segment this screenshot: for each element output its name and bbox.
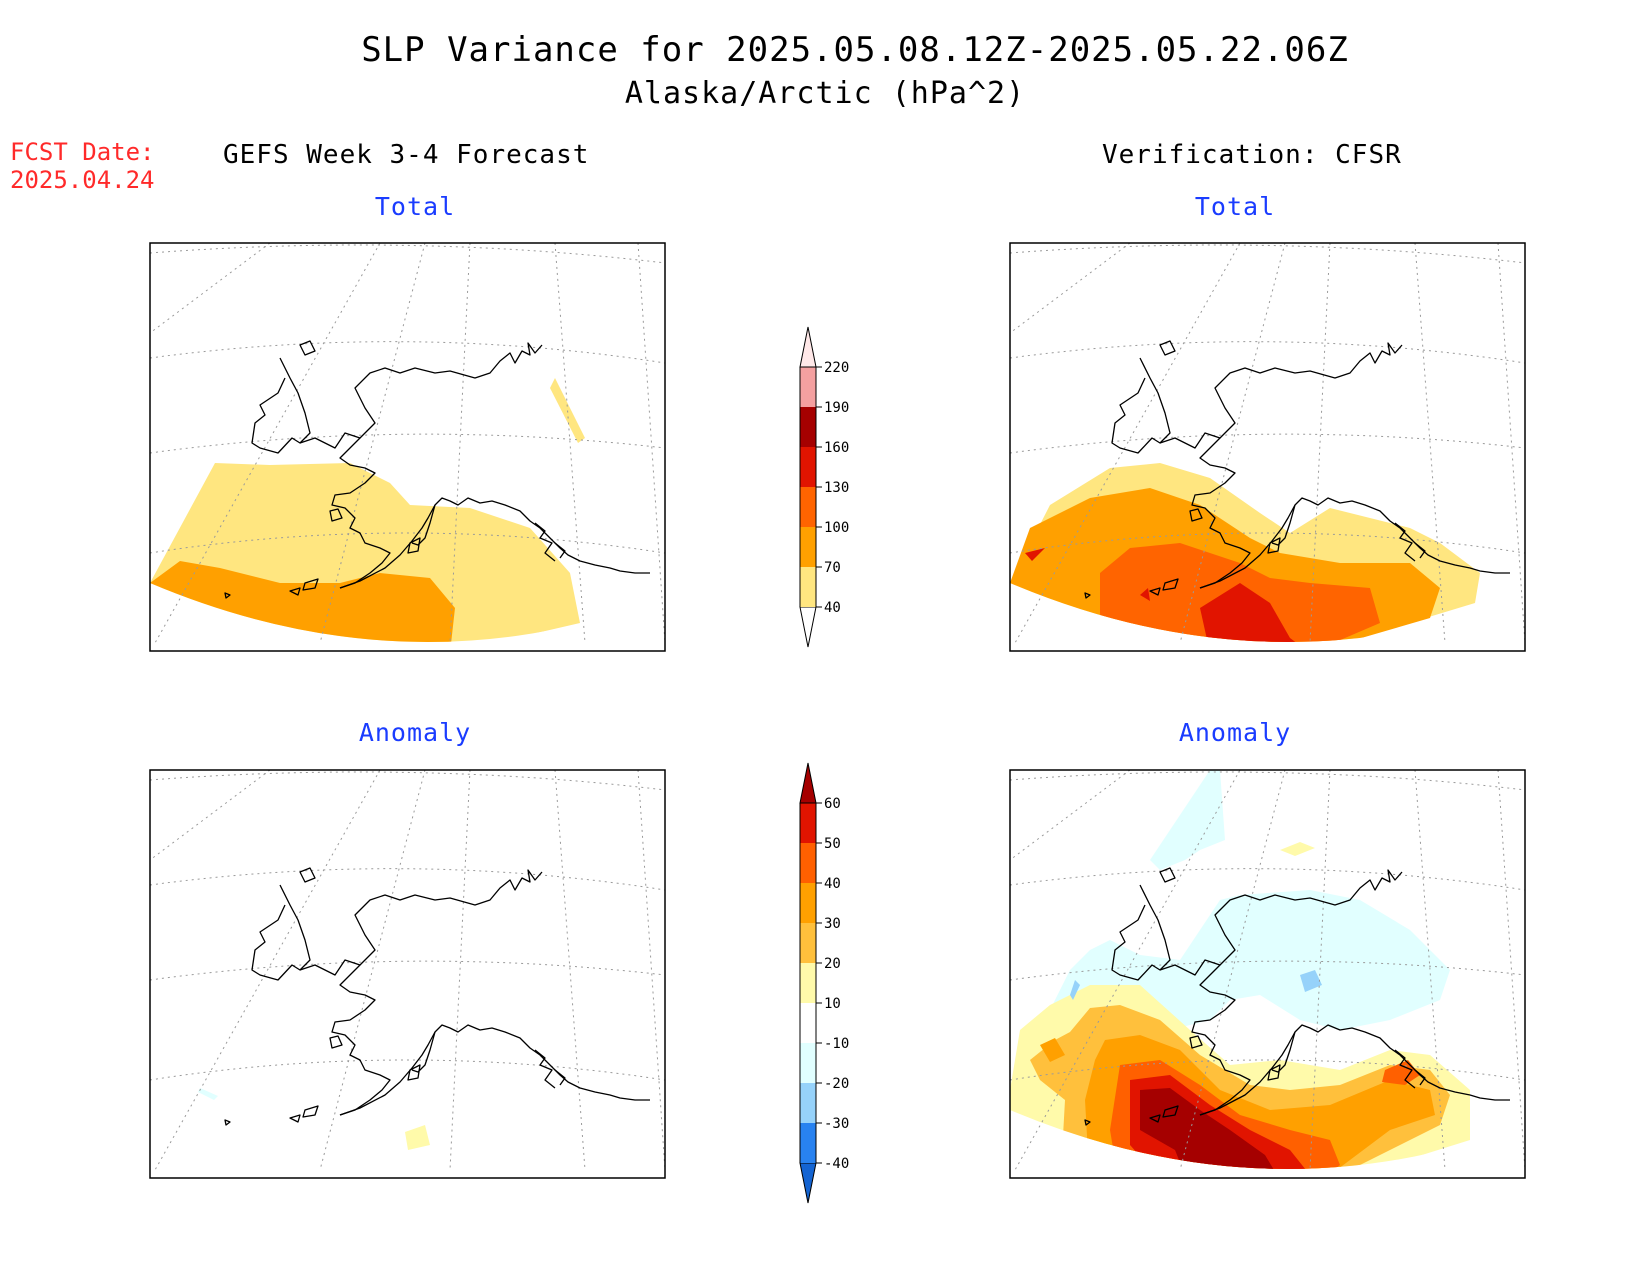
colorbar-total-below-triangle: [799, 606, 817, 648]
colorbar-anomaly-below-triangle: [799, 1162, 817, 1204]
colorbar-total-above-triangle: [799, 326, 817, 368]
colorbar-total: 40 70 100 130 160 190 220: [799, 326, 849, 648]
colorbar-total-swatch: [800, 487, 816, 527]
colorbar-total-label: 100: [824, 520, 849, 536]
colorbar-total-swatch: [800, 567, 816, 607]
colorbar-anomaly-label: 60: [824, 796, 841, 812]
colorbar-anomaly-label: -40: [824, 1156, 849, 1172]
colorbar-anomaly-swatch: [800, 1003, 816, 1043]
map-panel-forecast-total: [149, 242, 666, 652]
colorbar-anomaly-swatch: [800, 923, 816, 963]
colorbar-anomaly-swatch: [800, 803, 816, 843]
map-panel-verification-total: [1009, 242, 1526, 652]
colorbar-anomaly-swatch: [800, 1043, 816, 1083]
colorbar-total-label: 40: [824, 600, 841, 616]
chart-subtitle: Alaska/Arctic (hPa^2): [624, 76, 1026, 111]
map-frame: [1009, 242, 1526, 652]
colorbar-anomaly-swatch: [800, 1083, 816, 1123]
chart-title: SLP Variance for 2025.05.08.12Z-2025.05.…: [361, 30, 1349, 70]
colorbar-total-swatch: [800, 447, 816, 487]
map-panel-forecast-anomaly: [149, 769, 666, 1179]
forecast-date-block: FCST Date: 2025.04.24: [10, 138, 155, 194]
colorbar-total-label: 160: [824, 440, 849, 456]
colorbar-anomaly-label: 20: [824, 956, 841, 972]
colorbar-total-swatch: [800, 527, 816, 567]
panel-subtitle-verification-anomaly: Anomaly: [1178, 718, 1292, 747]
map-frame: [1009, 769, 1526, 1179]
colorbar-anomaly-label: -20: [824, 1076, 849, 1092]
colorbar-anomaly: -40 -30 -20 -10 10 20 30 40 50 60: [799, 762, 849, 1204]
map-frame: [149, 769, 666, 1179]
panel-subtitle-forecast-total: Total: [374, 192, 456, 221]
colorbar-anomaly-swatch: [800, 963, 816, 1003]
colorbar-total-swatch: [800, 407, 816, 447]
colorbar-anomaly-swatch: [800, 1123, 816, 1163]
colorbar-anomaly-label: -10: [824, 1036, 849, 1052]
colorbar-anomaly-label: 50: [824, 836, 841, 852]
colorbar-anomaly-swatch: [800, 883, 816, 923]
forecast-date-value: 2025.04.24: [10, 166, 155, 194]
column-title-forecast: GEFS Week 3-4 Forecast: [223, 140, 590, 170]
colorbar-anomaly-swatch: [800, 843, 816, 883]
colorbar-anomaly-label: -30: [824, 1116, 849, 1132]
forecast-date-label: FCST Date:: [10, 138, 155, 166]
map-frame: [149, 242, 666, 652]
map-panel-verification-anomaly: [1009, 769, 1526, 1179]
colorbar-anomaly-above-triangle: [799, 762, 817, 804]
colorbar-anomaly-label: 30: [824, 916, 841, 932]
colorbar-total-label: 130: [824, 480, 849, 496]
panel-subtitle-verification-total: Total: [1194, 192, 1276, 221]
colorbar-total-label: 70: [824, 560, 841, 576]
column-title-verification: Verification: CFSR: [1102, 140, 1402, 170]
panel-subtitle-forecast-anomaly: Anomaly: [358, 718, 472, 747]
colorbar-total-label: 220: [824, 360, 849, 376]
colorbar-total-label: 190: [824, 400, 849, 416]
colorbar-total-swatch: [800, 367, 816, 407]
colorbar-anomaly-label: 10: [824, 996, 841, 1012]
colorbar-anomaly-label: 40: [824, 876, 841, 892]
